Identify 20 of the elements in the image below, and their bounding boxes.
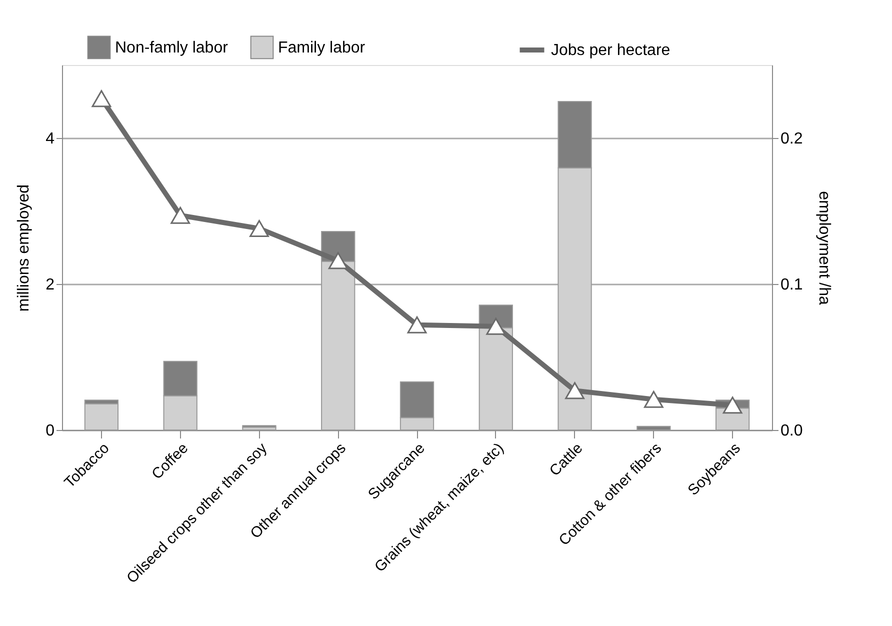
legend-label: Family labor — [278, 39, 366, 56]
y2-tick-label: 0.2 — [780, 130, 803, 148]
y-tick-label: 0 — [46, 422, 55, 440]
point — [250, 220, 269, 238]
point — [170, 206, 190, 224]
point — [565, 382, 584, 400]
point — [328, 252, 348, 270]
legend-label: Jobs per hectare — [551, 42, 670, 59]
y2-axis-title: employment /ha — [816, 191, 833, 306]
y2-tick-label: 0.1 — [780, 276, 803, 294]
bar — [84, 403, 119, 430]
legend-label: Non-famly labor — [115, 39, 229, 56]
point — [644, 390, 664, 408]
y-tick-label: 4 — [46, 130, 55, 148]
y-tick-label: 2 — [46, 276, 55, 294]
point — [722, 396, 742, 414]
y-axis-title: millions employed — [16, 184, 33, 312]
point — [407, 316, 427, 334]
point — [92, 90, 112, 108]
y2-tick-label: 0.0 — [780, 422, 803, 440]
